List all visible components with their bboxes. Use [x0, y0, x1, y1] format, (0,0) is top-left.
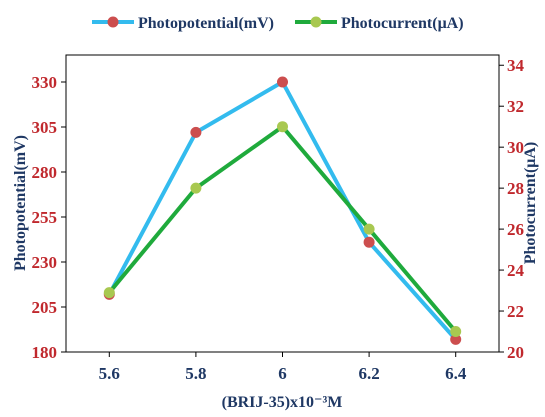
y-left-tick-label: 180 — [32, 343, 58, 362]
series-layer — [103, 76, 462, 345]
data-point-photopotential — [277, 76, 288, 88]
y-left-tick-label: 280 — [32, 163, 58, 182]
y-left-tick-label: 255 — [32, 208, 58, 227]
data-point-photocurrent — [190, 182, 202, 194]
y-right-tick-label: 32 — [507, 97, 524, 116]
data-point-photocurrent — [277, 121, 288, 133]
y-right-tick-label: 22 — [507, 302, 524, 321]
x-axis-ticks: 5.6 5.8 6 6.2 6.4 — [99, 352, 467, 383]
legend-marker-photocurrent — [310, 16, 322, 28]
legend-label-photopotential: Photopotential(mV) — [138, 15, 274, 32]
legend-marker-photopotential — [107, 16, 119, 28]
y-right-tick-label: 34 — [507, 56, 525, 75]
legend-item-photocurrent: Photocurrent(μA) — [295, 15, 464, 32]
data-point-photocurrent — [103, 287, 115, 299]
x-tick-label: 6 — [278, 364, 287, 383]
y-right-tick-label: 30 — [507, 138, 524, 157]
y-axis-right-ticks: 20 22 24 26 28 30 32 34 — [499, 56, 525, 362]
data-point-photocurrent — [450, 326, 462, 338]
data-point-photopotential — [363, 236, 375, 248]
legend: Photopotential(mV) Photocurrent(μA) — [92, 15, 464, 32]
data-point-photocurrent — [363, 223, 375, 235]
y-axis-right-title: Photocurrent(μA) — [522, 142, 539, 265]
y-axis-left-title: Photopotential(mV) — [12, 135, 29, 271]
series-line-photocurrent — [107, 124, 458, 334]
x-tick-label: 5.8 — [185, 364, 206, 383]
y-right-tick-label: 26 — [507, 220, 524, 239]
y-right-tick-label: 20 — [507, 343, 524, 362]
x-tick-label: 6.2 — [358, 364, 379, 383]
y-left-tick-label: 230 — [32, 253, 58, 272]
legend-item-photopotential: Photopotential(mV) — [92, 15, 274, 32]
data-point-photopotential — [190, 126, 202, 138]
series-line-photopotential — [107, 80, 458, 342]
legend-label-photocurrent: Photocurrent(μA) — [341, 15, 464, 32]
x-axis-title: (BRIJ-35)x10⁻³M — [222, 394, 343, 411]
y-left-tick-label: 330 — [32, 73, 58, 92]
x-tick-label: 6.4 — [445, 364, 467, 383]
y-left-tick-label: 205 — [32, 298, 58, 317]
x-tick-label: 5.6 — [99, 364, 120, 383]
y-axis-left-ticks: 180 205 230 255 280 305 330 — [32, 73, 66, 362]
y-right-tick-label: 28 — [507, 179, 524, 198]
y-left-tick-label: 305 — [32, 118, 58, 137]
y-right-tick-label: 24 — [507, 261, 525, 280]
data-point-photopotential — [450, 333, 462, 345]
